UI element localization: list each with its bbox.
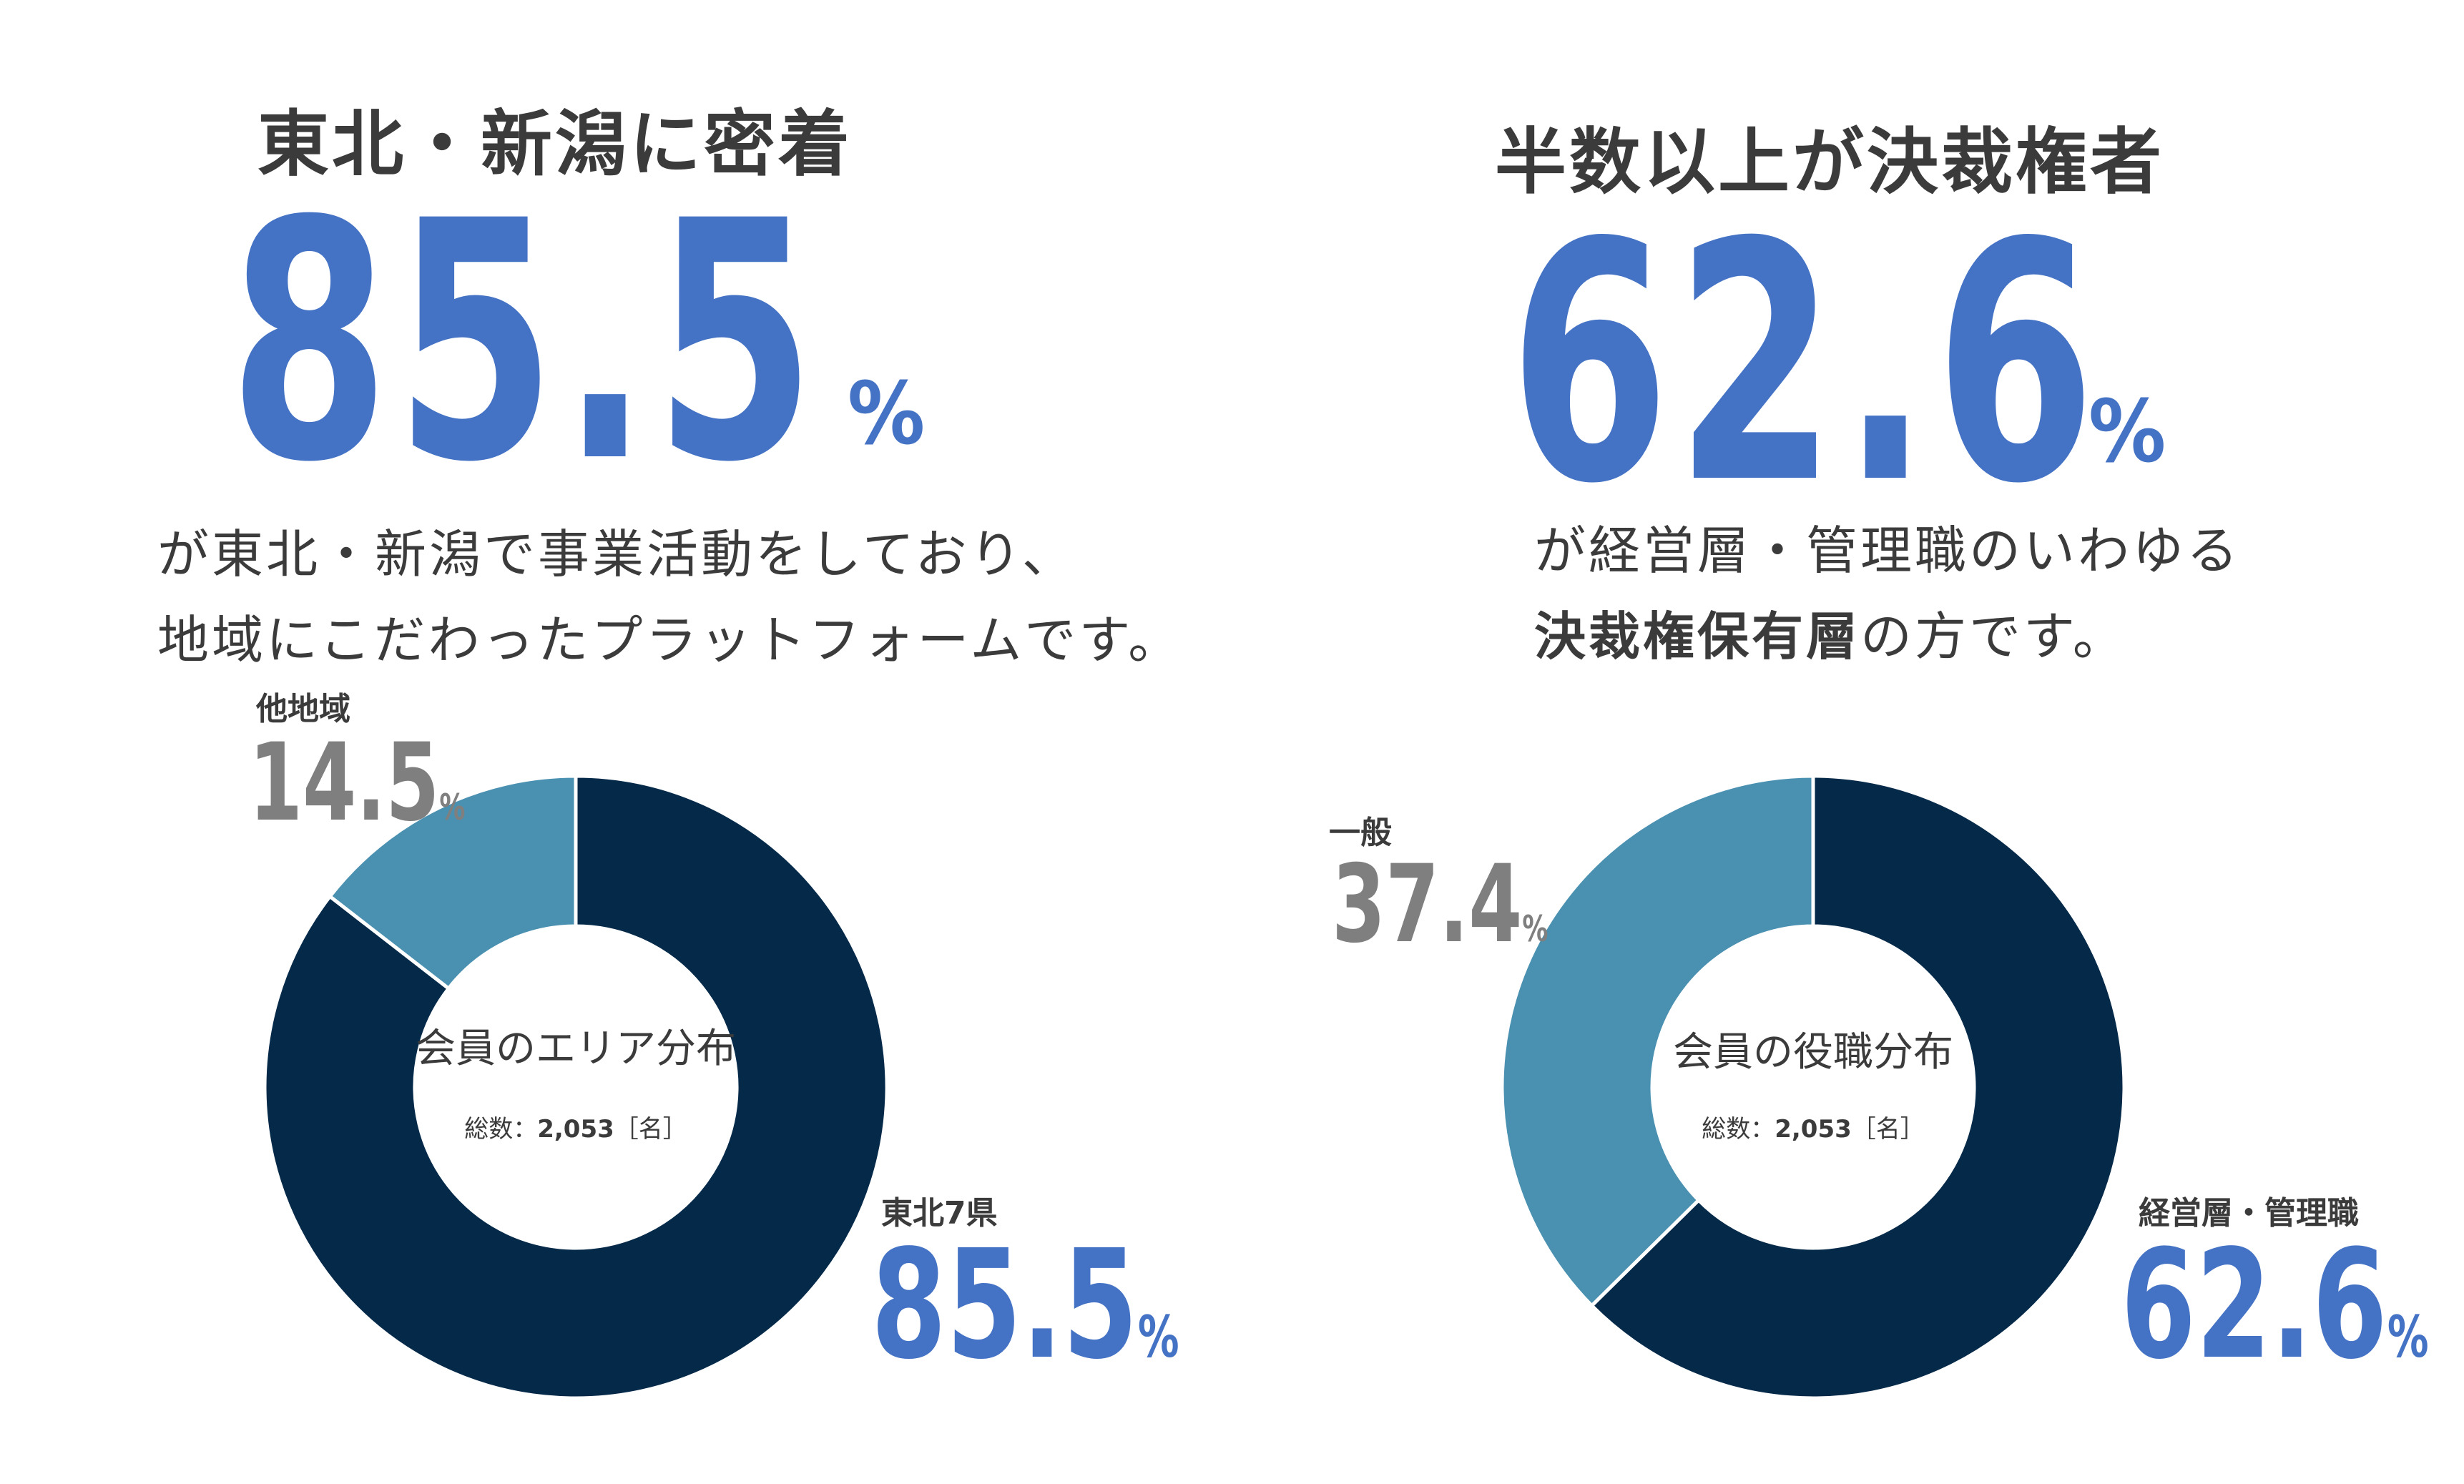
right-hero-unit: % [2088,383,2166,482]
position-slice-management-label: 経営層・管理職 [2139,1195,2359,1232]
left-desc-line2: 地域にこだわったプラットフォームです。 [157,610,1183,670]
position-chart-subtitle: 総数：2,053［名］ [1702,1115,1925,1144]
left-hero-unit: % [848,365,926,464]
donut-slice-1-0 [1589,774,2126,1400]
right-desc-line1: が経営層・管理職のいわゆる [1534,521,2242,581]
position-donut-chart: 会員の役職分布 総数：2,053［名］ [1500,774,2126,1400]
right-description: が経営層・管理職のいわゆる 決裁権保有層の方です。 [1534,508,2241,679]
position-slice-management-value: 62.6% [2121,1217,2429,1392]
position-slice-general-label: 一般 [1329,815,1392,851]
left-description: が東北・新潟で事業活動をしており、 地域にこだわったプラットフォームです。 [157,511,1182,683]
area-chart-subtitle: 総数：2,053［名］ [464,1115,687,1144]
donut-slice-0-0 [262,774,889,1400]
right-heading: 半数以上が決裁権者 [1495,120,2164,204]
position-chart-title: 会員の役職分布 [1673,1029,1953,1076]
area-chart-title: 会員のエリア分布 [416,1026,736,1072]
area-slice-other-label: 他地域 [256,691,350,727]
left-desc-line1: が東北・新潟で事業活動をしており、 [157,524,1076,584]
donut-slice-0-1 [327,774,578,991]
area-slice-tohoku-label: 東北7県 [881,1195,998,1232]
left-heading: 東北・新潟に密着 [257,102,853,186]
donut-slice-1-1 [1500,774,1815,1309]
right-hero-value: 62.6 [1509,173,2101,556]
right-desc-line2: 決裁権保有層の方です。 [1534,606,2127,667]
area-donut-chart: 会員のエリア分布 総数：2,053［名］ [262,774,889,1400]
position-slice-general-value: 37.4% [1332,842,1548,967]
area-slice-tohoku-value: 85.5% [871,1217,1179,1392]
area-slice-other-value: 14.5% [249,721,466,845]
left-hero-value: 85.5 [229,152,821,534]
